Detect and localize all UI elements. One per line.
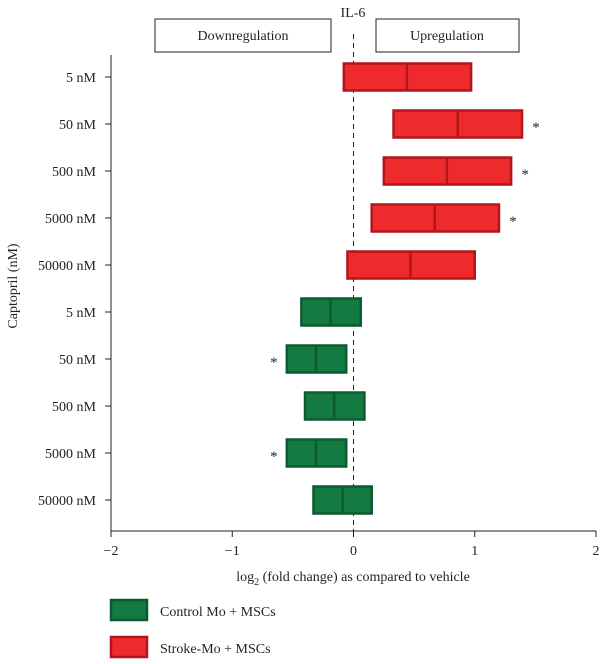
significance-marker: * [509, 214, 517, 230]
x-tick-label: −1 [225, 544, 240, 559]
significance-marker: * [270, 449, 278, 465]
significance-marker: * [270, 355, 278, 371]
legend-label: Stroke-Mo + MSCs [160, 642, 271, 657]
region-upregulation-label: Upregulation [410, 29, 484, 44]
category-label: 500 nM [52, 165, 97, 180]
category-label: 50000 nM [38, 494, 97, 509]
x-tick-label: 2 [593, 544, 600, 559]
category-label: 50 nM [59, 118, 97, 133]
category-label: 5000 nM [45, 212, 97, 227]
legend-swatch [109, 635, 149, 659]
category-label: 500 nM [52, 400, 97, 415]
x-axis-title-subscript: 2 [254, 577, 259, 588]
x-axis-title: log2 (fold change) as compared to vehicl… [236, 570, 470, 588]
plot-area: −2 −1 0 1 2 5 nM 50 nM 500 nM 5000 nM 50000 nM 5 n… [38, 34, 600, 559]
significance-marker: * [521, 167, 529, 183]
x-axis-title-rest: (fold change) as compared to vehicle [259, 570, 470, 585]
significance-marker: * [532, 120, 540, 136]
x-tick-label: −2 [104, 544, 119, 559]
region-upregulation-box: Upregulation [375, 18, 520, 53]
category-label: 5 nM [66, 306, 97, 321]
category-label: 5000 nM [45, 447, 97, 462]
y-axis-title: Captopril (nM) [6, 243, 21, 328]
legend-swatch [109, 598, 149, 622]
x-tick-label: 1 [471, 544, 478, 559]
region-downregulation-box: Downregulation [154, 18, 332, 53]
category-label: 5 nM [66, 71, 97, 86]
category-label: 50 nM [59, 353, 97, 368]
x-axis-title-main: log [236, 570, 254, 585]
legend-label: Control Mo + MSCs [160, 605, 276, 620]
region-downregulation-label: Downregulation [198, 29, 289, 44]
chart-title: IL-6 [341, 6, 366, 21]
x-tick-label: 0 [350, 544, 357, 559]
category-label: 50000 nM [38, 259, 97, 274]
legend: Control Mo + MSCs Stroke-Mo + MSCs [109, 598, 276, 659]
